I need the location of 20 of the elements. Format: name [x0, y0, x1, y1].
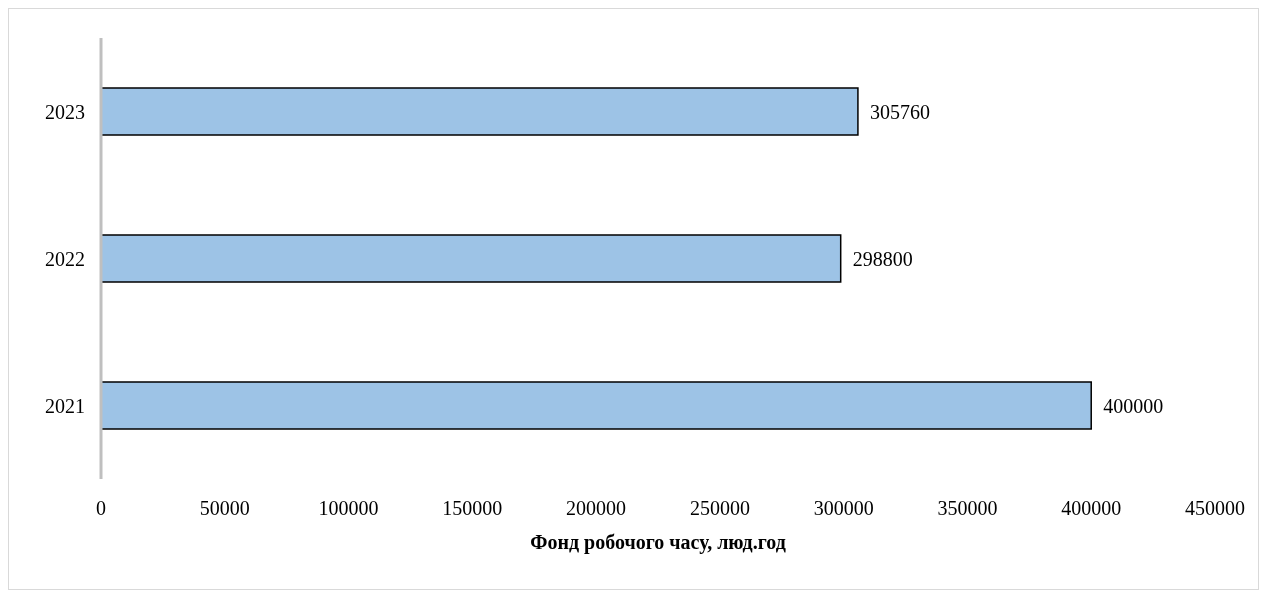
x-tick-label: 350000: [937, 497, 998, 520]
x-tick-label: 50000: [199, 497, 250, 520]
x-tick-label: 250000: [689, 497, 750, 520]
data-label: 298800: [852, 247, 913, 270]
y-tick-label: 2023: [45, 100, 85, 123]
x-tick-label: 300000: [813, 497, 874, 520]
data-label: 400000: [1103, 394, 1164, 417]
x-tick-label: 0: [96, 497, 106, 520]
bar: [101, 234, 842, 283]
x-tick-label: 100000: [318, 497, 379, 520]
bar: [101, 87, 859, 136]
x-axis-title: Фонд робочого часу, люд.год: [530, 531, 786, 554]
y-tick-label: 2021: [45, 394, 85, 417]
x-tick-label: 150000: [442, 497, 503, 520]
bar: [101, 381, 1092, 430]
x-tick-label: 450000: [1185, 497, 1245, 520]
x-tick-label: 200000: [566, 497, 627, 520]
data-label: 305760: [869, 100, 930, 123]
x-tick-label: 400000: [1061, 497, 1122, 520]
y-tick-label: 2022: [45, 247, 85, 270]
